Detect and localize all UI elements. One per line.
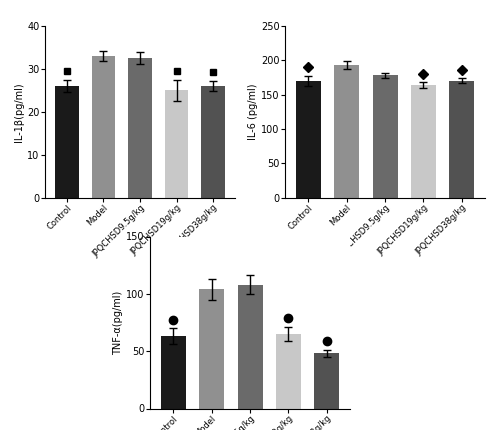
Bar	[199, 289, 224, 408]
Bar	[296, 81, 320, 198]
Y-axis label: IL-1β(pg/ml): IL-1β(pg/ml)	[14, 82, 24, 141]
Bar	[201, 86, 225, 198]
Y-axis label: TNF-α(pg/ml): TNF-α(pg/ml)	[113, 290, 123, 355]
Bar	[238, 285, 262, 408]
Bar	[314, 353, 340, 408]
Bar	[411, 85, 436, 198]
Bar	[450, 81, 474, 198]
Bar	[55, 86, 79, 198]
Bar	[276, 334, 301, 408]
Bar	[92, 56, 116, 198]
Bar	[160, 336, 186, 408]
Bar	[128, 58, 152, 198]
Bar	[372, 75, 398, 198]
Bar	[164, 90, 188, 198]
Y-axis label: IL-6 (pg/ml): IL-6 (pg/ml)	[248, 83, 258, 140]
Bar	[334, 65, 359, 198]
